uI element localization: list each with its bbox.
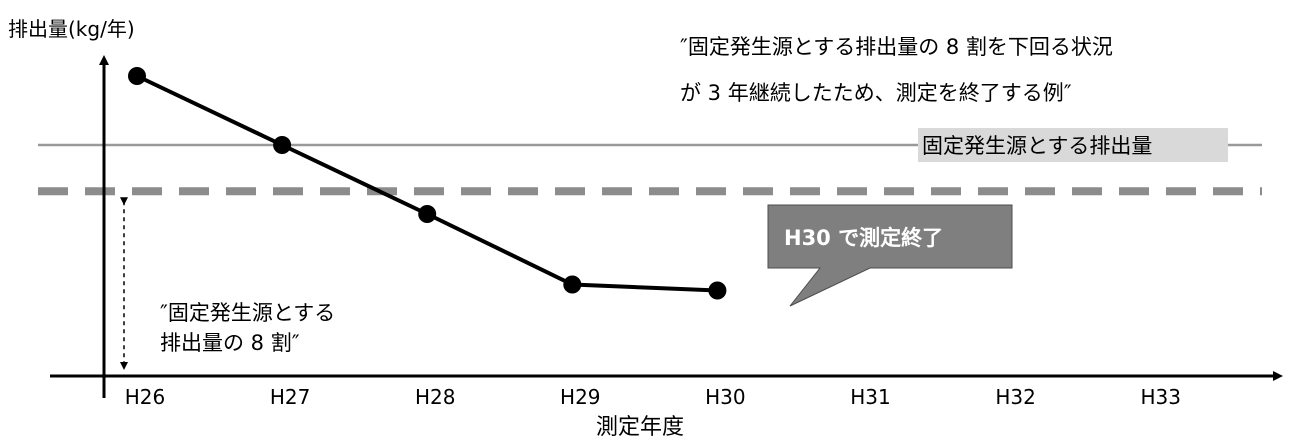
note-line-2: が 3 年継続したため、測定を終了する例″	[680, 81, 1072, 105]
y-axis-label: 排出量(kg/年)	[8, 17, 135, 41]
x-tick-label-H32: H32	[995, 385, 1036, 409]
series-line	[136, 74, 718, 293]
x-tick-label-H26: H26	[125, 385, 166, 409]
note-line-1: ″固定発生源とする排出量の 8 割を下回る状況	[680, 35, 1113, 59]
data-point-H26	[128, 67, 146, 85]
series-layer	[128, 67, 727, 300]
x-tick-label-H29: H29	[560, 385, 601, 409]
data-point-H30	[708, 281, 727, 300]
x-tick-label-H28: H28	[415, 385, 456, 409]
x-tick-label-H27: H27	[270, 385, 311, 409]
x-tick-label-H31: H31	[850, 385, 891, 409]
threshold-label-background	[918, 128, 1228, 162]
eighty-label-line-1: ″固定発生源とする	[160, 301, 335, 325]
x-axis-label: 測定年度	[596, 415, 684, 440]
data-point-H28	[418, 205, 437, 223]
data-point-H29	[563, 275, 582, 294]
x-tick-labels: H26 H27 H28 H29 H30 H31 H32 H33	[125, 385, 1181, 409]
data-point-H27	[273, 136, 292, 154]
threshold-label: 固定発生源とする排出量	[922, 134, 1152, 158]
eighty-label-line-2: 排出量の 8 割″	[160, 331, 300, 355]
x-tick-label-H33: H33	[1140, 385, 1181, 409]
x-tick-label-H30: H30	[705, 385, 746, 409]
callout-shape	[767, 204, 1013, 307]
callout-text: H30 で測定終了	[784, 226, 943, 250]
